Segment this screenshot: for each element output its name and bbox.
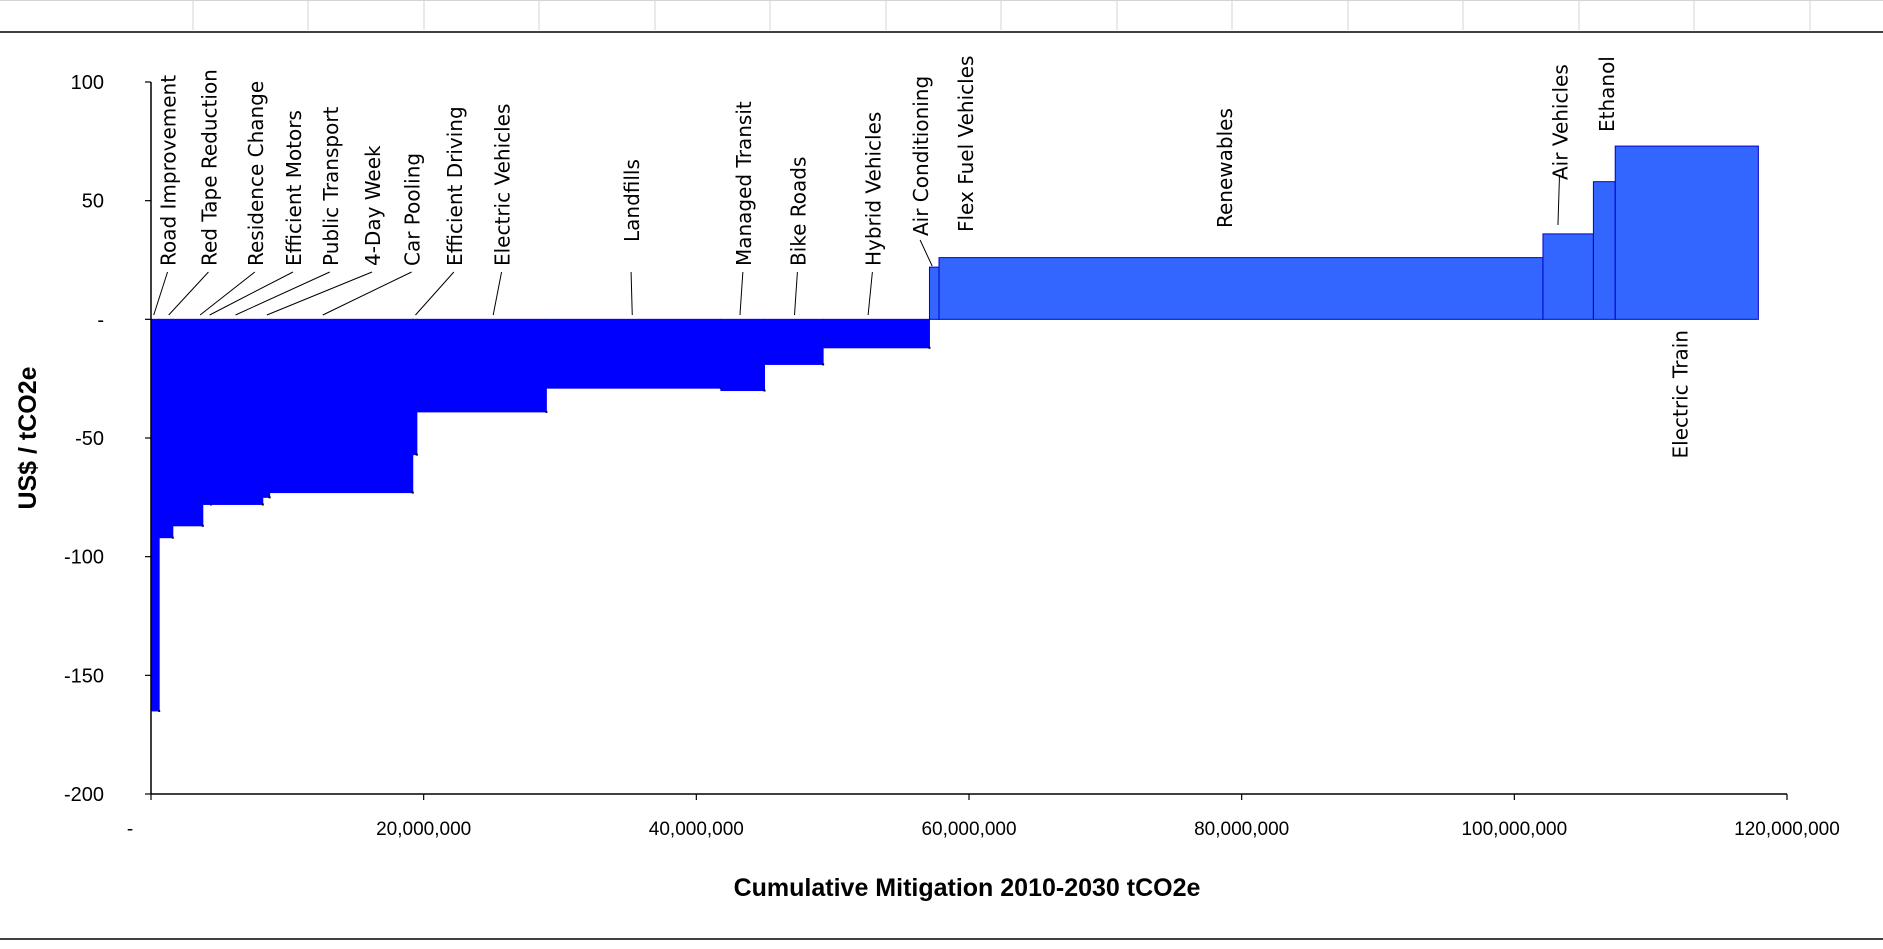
bar-end-marker (261, 503, 264, 506)
y-axis-title: US$ / tCO2e (14, 366, 42, 509)
bar-air-vehicles (1542, 233, 1594, 320)
leader-line (1557, 174, 1561, 226)
label-bike-roads: Bike Roads (786, 157, 810, 266)
label-4-day-week: 4-Day Week (361, 145, 385, 266)
leader-line (322, 271, 412, 316)
y-tick-label: 100 (71, 72, 104, 94)
label-ethanol: Ethanol (1595, 56, 1619, 132)
leader-line (168, 271, 209, 316)
leader-line (235, 271, 330, 316)
y-tick-label: -150 (64, 665, 104, 687)
x-tick-label: 80,000,000 (1194, 819, 1289, 840)
label-flex-fuel-vehicles: Flex Fuel Vehicles (954, 56, 978, 232)
bar-end-marker (928, 346, 931, 349)
y-tick-label: -100 (64, 547, 104, 569)
spreadsheet-column-grid (0, 0, 1883, 33)
label-air-vehicles: Air Vehicles (1549, 64, 1573, 180)
leader-line (867, 271, 873, 316)
y-tick-label: -50 (75, 428, 104, 450)
bar-ethanol (1592, 181, 1616, 320)
label-electric-vehicles: Electric Vehicles (491, 104, 515, 266)
leader-line (153, 271, 169, 316)
leader-line (919, 239, 933, 267)
leader-line (739, 271, 744, 316)
bar-landfills (545, 318, 722, 389)
label-electric-train: Electric Train (1668, 330, 1692, 458)
label-residence-change: Residence Change (244, 81, 268, 266)
bar-end-marker (763, 389, 766, 392)
label-hybrid-vehicles: Hybrid Vehicles (861, 112, 885, 266)
x-tick-label: 100,000,000 (1461, 819, 1567, 840)
bar-residence-change (172, 318, 204, 527)
bar-end-marker (411, 491, 414, 494)
y-tick-label: -200 (64, 784, 104, 806)
bar-public-transport (210, 318, 264, 505)
x-tick-label: 120,000,000 (1734, 819, 1840, 840)
leader-line (266, 271, 373, 316)
x-tick-label: 40,000,000 (649, 819, 744, 840)
bar-end-marker (158, 709, 161, 712)
label-efficient-driving: Efficient Driving (443, 106, 467, 266)
label-car-pooling: Car Pooling (401, 153, 425, 266)
bar-managed-transit (720, 318, 766, 392)
bar-4-day-week (262, 318, 271, 498)
bar-red-tape-reduction (158, 318, 174, 539)
label-renewables: Renewables (1213, 108, 1237, 228)
spreadsheet-header-strip (0, 0, 1883, 33)
bar-end-marker (171, 536, 174, 539)
y-tick-label: - (97, 309, 104, 331)
bar-efficient-motors (202, 318, 212, 505)
label-managed-transit: Managed Transit (732, 101, 756, 266)
bar-end-marker (545, 410, 548, 413)
bar-road-improvement (150, 318, 160, 712)
label-landfills: Landfills (620, 159, 644, 242)
bar-flex-fuel-vehicles (938, 257, 1544, 320)
label-air-conditioning: Air Conditioning (909, 76, 933, 236)
bar-efficient-driving (412, 318, 418, 456)
x-tick-label: 20,000,000 (376, 819, 471, 840)
x-tick-label: 60,000,000 (921, 819, 1016, 840)
spreadsheet-footer-strip (0, 931, 1883, 940)
bar-end-marker (822, 363, 825, 366)
bar-electric-train (1614, 145, 1759, 320)
leader-line (199, 271, 256, 316)
bar-end-marker (268, 496, 271, 499)
bar-air-conditioning (928, 266, 940, 320)
bar-car-pooling (269, 318, 414, 494)
label-red-tape-reduction: Red Tape Reduction (197, 69, 221, 266)
bar-bike-roads (764, 318, 824, 365)
bar-end-marker (201, 524, 204, 527)
x-tick-label: - (127, 819, 133, 840)
leader-line (793, 271, 798, 316)
bar-end-marker (415, 453, 418, 456)
leader-line (630, 271, 633, 316)
bar-electric-vehicles (416, 318, 547, 413)
leader-line (209, 271, 294, 316)
x-axis-title: Cumulative Mitigation 2010-2030 tCO2e (734, 874, 1201, 902)
bar-hybrid-vehicles (822, 318, 930, 349)
leader-line (492, 271, 503, 316)
y-tick-label: 50 (82, 191, 104, 213)
label-public-transport: Public Transport (319, 106, 343, 266)
label-efficient-motors: Efficient Motors (282, 110, 306, 266)
label-road-improvement: Road Improvement (157, 75, 181, 266)
leader-line (415, 271, 455, 316)
